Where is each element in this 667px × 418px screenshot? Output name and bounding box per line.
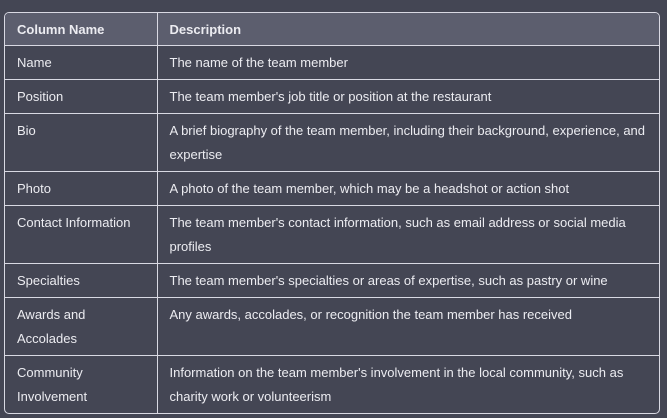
table-row: Specialties The team member's specialtie… <box>5 263 659 298</box>
header-cell-description: Description <box>157 13 659 46</box>
description-cell: A photo of the team member, which may be… <box>157 171 659 206</box>
column-name-cell: Community Involvement <box>5 355 158 413</box>
table-row: Photo A photo of the team member, which … <box>5 171 659 206</box>
description-cell: The team member's contact information, s… <box>157 205 659 264</box>
description-cell: The team member's specialties or areas o… <box>157 263 659 298</box>
table-row: Community Involvement Information on the… <box>5 355 659 413</box>
column-name-cell: Awards and Accolades <box>5 297 158 356</box>
data-table: Column Name Description Name The name of… <box>5 13 659 413</box>
header-row: Column Name Description <box>5 13 659 46</box>
description-cell: Information on the team member's involve… <box>169 365 624 404</box>
table-row: Contact Information The team member's co… <box>5 205 659 264</box>
table-row: Bio A brief biography of the team member… <box>5 113 659 172</box>
column-name-cell: Photo <box>5 171 158 206</box>
table-row: Awards and Accolades Any awards, accolad… <box>5 297 659 356</box>
description-cell: Any awards, accolades, or recognition th… <box>157 297 659 356</box>
column-name-cell: Name <box>5 45 158 80</box>
description-cell: The team member's job title or position … <box>157 79 659 114</box>
column-name-cell: Specialties <box>5 263 158 298</box>
column-name-cell: Contact Information <box>5 205 158 264</box>
table-row: Name The name of the team member <box>5 45 659 80</box>
column-name-cell: Bio <box>5 113 158 172</box>
header-cell-column-name: Column Name <box>5 13 158 46</box>
description-cell: A brief biography of the team member, in… <box>157 113 659 172</box>
column-name-cell: Position <box>5 79 158 114</box>
description-cell: The name of the team member <box>157 45 659 80</box>
data-table-container: Column Name Description Name The name of… <box>4 12 660 414</box>
table-row: Position The team member's job title or … <box>5 79 659 114</box>
